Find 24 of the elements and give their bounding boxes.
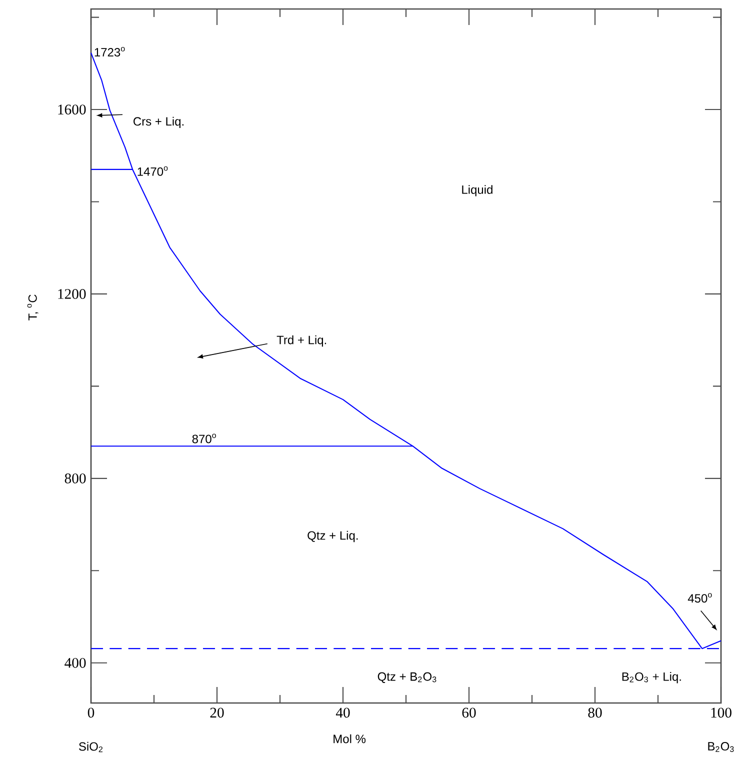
y-tick-label: 800 [64,473,86,484]
annotation: Qtz + Liq. [308,530,358,542]
text: B$_{2}$O$_{3}$ [708,742,734,752]
x-tick-label: 100 [711,708,732,718]
x-tick-label: 0 [88,708,94,718]
annotation: B$_{2}$O$_{3}$ + Liq. [622,672,681,684]
x-tick-label: 20 [210,708,224,718]
x-tick-label: 80 [588,708,602,718]
y-axis-title: T, $^{o}$C [27,294,38,320]
annotation: Crs + Liq. [134,116,184,128]
annotation: 1723$^{o}$ [94,47,125,57]
y-tick-label: 1600 [58,104,86,114]
text: SiO$_{2}$ [78,742,102,752]
x-axis-title: Mol % [334,734,366,744]
annotation: 1470$^{o}$ [138,166,168,176]
annotation: 450$^{o}$ [688,593,712,603]
x-tick-label: 60 [462,708,476,718]
annotation: Liquid [462,185,492,196]
y-tick-label: 1200 [58,289,86,299]
annotation: 870$^{o}$ [192,434,216,444]
x-tick-label: 40 [336,708,350,718]
annotation: Qtz + B$_{2}$O$_{3}$ [378,672,436,683]
y-tick-label: 400 [64,658,86,668]
annotation: Trd + Liq. [276,335,326,347]
